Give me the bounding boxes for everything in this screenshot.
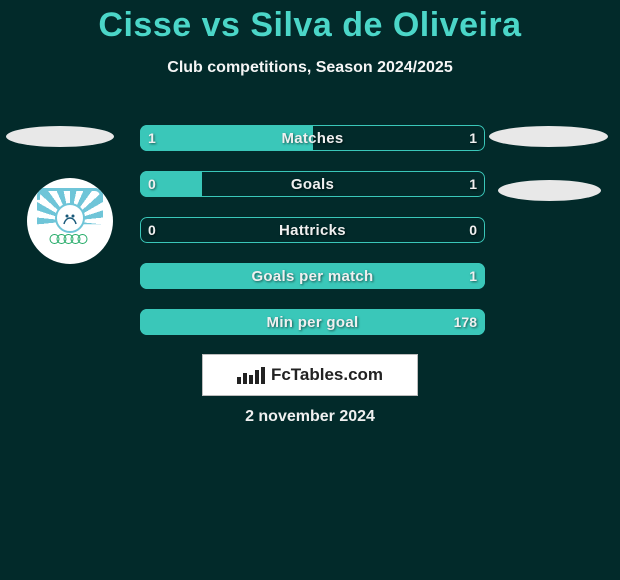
stat-bar: 0Hattricks0 bbox=[140, 217, 485, 243]
decorative-ellipse bbox=[6, 126, 114, 147]
brand-text: FcTables.com bbox=[271, 365, 383, 385]
stats-bars: 1Matches10Goals10Hattricks0Goals per mat… bbox=[140, 125, 485, 355]
stat-bar: 1Matches1 bbox=[140, 125, 485, 151]
stat-label: Matches bbox=[140, 125, 485, 151]
stat-value-right: 1 bbox=[469, 171, 477, 197]
stat-label: Hattricks bbox=[140, 217, 485, 243]
decorative-ellipse bbox=[498, 180, 601, 201]
page-title: Cisse vs Silva de Oliveira bbox=[0, 0, 620, 45]
club-badge-left bbox=[27, 178, 113, 264]
stat-bar: Min per goal178 bbox=[140, 309, 485, 335]
stat-label: Goals bbox=[140, 171, 485, 197]
stat-bar: Goals per match1 bbox=[140, 263, 485, 289]
stat-value-right: 1 bbox=[469, 125, 477, 151]
date-line: 2 november 2024 bbox=[0, 408, 620, 426]
stat-label: Min per goal bbox=[140, 309, 485, 335]
subtitle: Club competitions, Season 2024/2025 bbox=[0, 59, 620, 77]
stat-value-right: 1 bbox=[469, 263, 477, 289]
chart-icon bbox=[237, 366, 265, 384]
decorative-ellipse bbox=[489, 126, 608, 147]
stat-bar: 0Goals1 bbox=[140, 171, 485, 197]
brand-box: FcTables.com bbox=[202, 354, 418, 396]
badge-rings-icon bbox=[53, 234, 88, 244]
badge-center-icon bbox=[55, 203, 85, 233]
stat-value-right: 178 bbox=[454, 309, 477, 335]
stat-value-right: 0 bbox=[469, 217, 477, 243]
stat-label: Goals per match bbox=[140, 263, 485, 289]
